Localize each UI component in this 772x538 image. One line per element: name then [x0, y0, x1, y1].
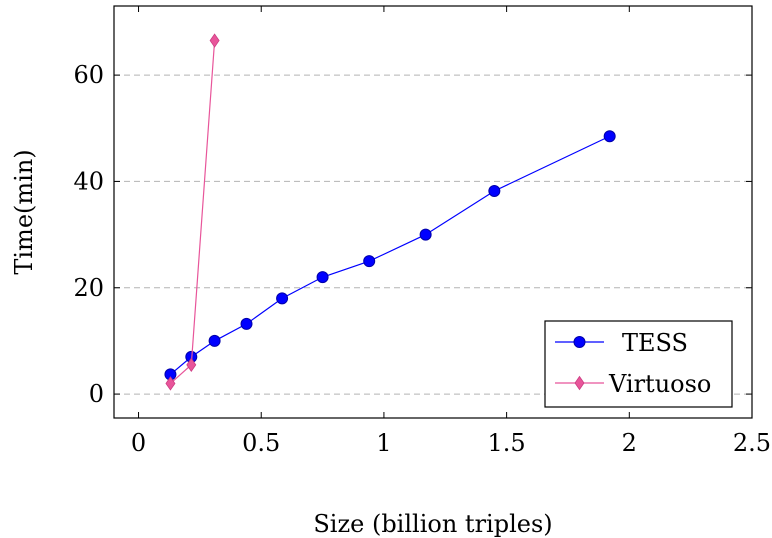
legend-label-tess: TESS [622, 329, 688, 357]
series-line-virtuoso [170, 40, 216, 384]
legend: TESS Virtuoso [544, 320, 733, 408]
x-axis: 0 0.5 1 1.5 2 2.5 [131, 6, 771, 457]
x-tick-label-5: 2.5 [733, 429, 771, 457]
legend-box [544, 320, 733, 408]
data-point-tess-3 [240, 317, 253, 330]
y-tick-label-0: 0 [89, 380, 104, 408]
x-tick-label-3: 1.5 [488, 429, 526, 457]
data-point-virtuoso-2 [209, 33, 220, 48]
series-line-tess [170, 135, 610, 375]
data-point-virtuoso-1 [186, 357, 197, 373]
legend-label-virtuoso: Virtuoso [608, 370, 711, 398]
x-tick-label-0: 0 [131, 429, 146, 457]
data-point-tess-4 [276, 292, 289, 305]
data-point-virtuoso-0 [165, 376, 176, 391]
data-point-tess-8 [488, 185, 501, 198]
y-axis: 0 20 40 60 [73, 61, 752, 408]
x-tick-label-1: 0.5 [242, 429, 280, 457]
data-point-tess-2 [208, 334, 221, 347]
x-axis-label: Size (billion triples) [313, 510, 552, 538]
legend-swatch-tess-marker [573, 336, 586, 348]
legend-item-virtuoso: Virtuoso [555, 370, 711, 398]
x-tick-label-2: 1 [376, 429, 391, 457]
plot-frame [113, 5, 753, 419]
legend-item-tess: TESS [555, 329, 688, 357]
legend-swatch-virtuoso-marker [574, 375, 585, 391]
data-point-tess-6 [363, 255, 376, 268]
data-point-tess-5 [316, 271, 329, 284]
series-layer [164, 33, 616, 391]
y-tick-label-1: 20 [73, 274, 104, 302]
y-tick-label-2: 40 [73, 167, 104, 195]
x-tick-label-4: 2 [622, 429, 637, 457]
data-point-tess-9 [603, 130, 616, 143]
y-axis-label: Time(min) [10, 149, 38, 274]
y-tick-label-3: 60 [73, 61, 104, 89]
data-point-tess-7 [419, 228, 432, 241]
